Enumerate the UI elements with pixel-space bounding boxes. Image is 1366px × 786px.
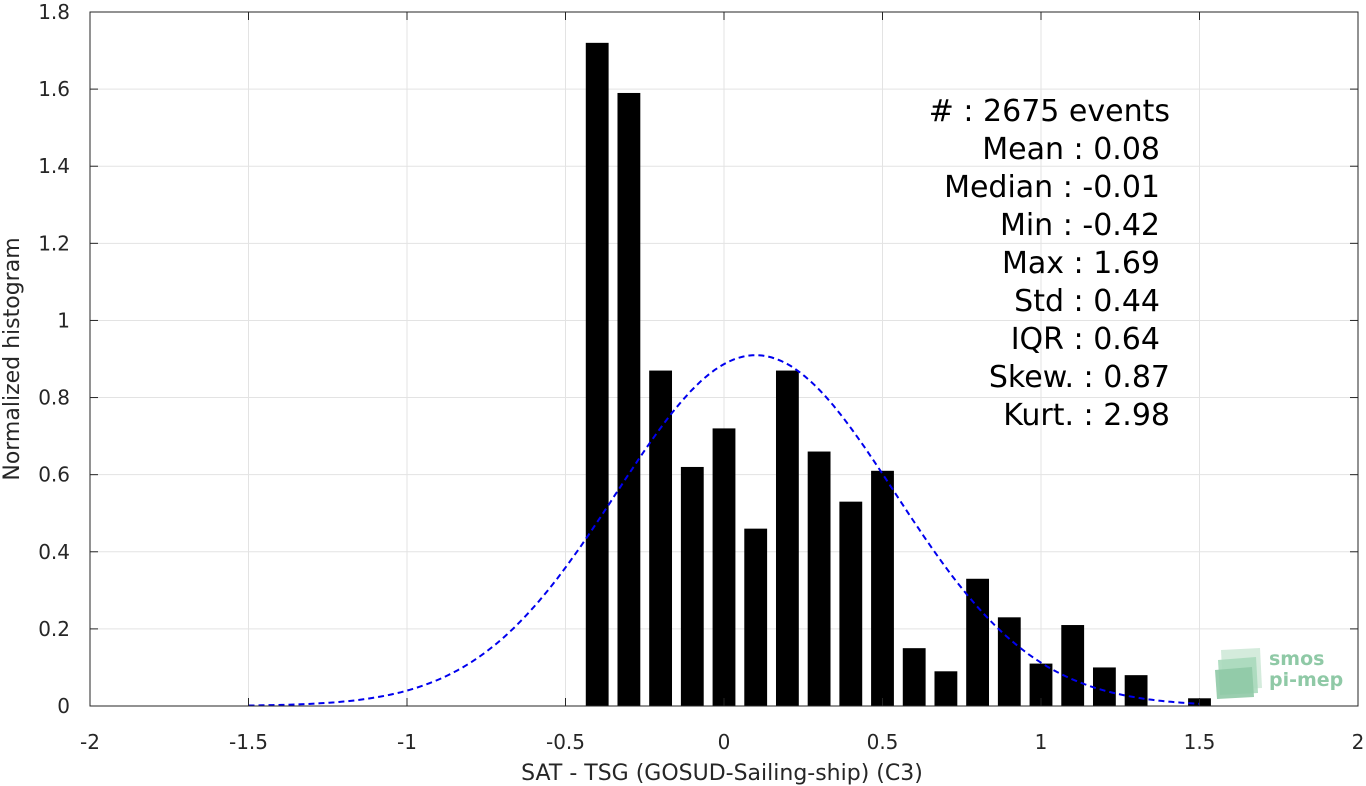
y-tick-label: 1 bbox=[57, 308, 70, 332]
x-tick-label: 0.5 bbox=[867, 730, 899, 754]
histogram-bar bbox=[680, 466, 704, 706]
histogram-bar bbox=[712, 428, 736, 706]
histogram-bars bbox=[585, 42, 1211, 707]
stat-line: IQR : 0.64 bbox=[1011, 322, 1160, 357]
y-tick-label: 1.2 bbox=[38, 231, 70, 255]
histogram-bar bbox=[1061, 625, 1085, 706]
logo-mark-icon bbox=[1215, 648, 1262, 699]
histogram-bar bbox=[1092, 667, 1116, 706]
gaussian-fit-curve bbox=[248, 354, 1200, 707]
stat-line: Std : 0.44 bbox=[1014, 284, 1160, 319]
stat-line: # : 2675 events bbox=[929, 94, 1170, 129]
histogram-bar bbox=[585, 42, 609, 707]
y-tick-label: 1.4 bbox=[38, 154, 70, 178]
x-tick-labels: -2 -1.5 -1 -0.5 0 0.5 1 1.5 2 bbox=[80, 730, 1364, 754]
logo-line2: pi-mep bbox=[1269, 669, 1343, 691]
x-tick-label: 1.5 bbox=[1184, 730, 1216, 754]
histogram-bar bbox=[902, 648, 926, 706]
x-tick-label: -1 bbox=[397, 730, 417, 754]
x-tick-label: -0.5 bbox=[546, 730, 585, 754]
y-tick-label: 1.8 bbox=[38, 0, 70, 24]
axis-ticks bbox=[89, 11, 1359, 707]
histogram-bar bbox=[1124, 675, 1148, 706]
stat-line: Median : -0.01 bbox=[944, 170, 1160, 205]
y-axis-label: Normalized histogram bbox=[0, 237, 25, 480]
y-tick-label: 0 bbox=[57, 694, 70, 718]
stat-line: Min : -0.42 bbox=[1000, 208, 1160, 243]
histogram-bar bbox=[966, 578, 990, 706]
stat-line: Mean : 0.08 bbox=[982, 132, 1160, 167]
x-tick-label: 1 bbox=[1035, 730, 1048, 754]
smos-pi-mep-logo: smos pi-mep bbox=[1215, 648, 1343, 699]
y-tick-label: 1.6 bbox=[38, 77, 70, 101]
histogram-bar bbox=[934, 671, 958, 706]
logo-line1: smos bbox=[1269, 648, 1324, 670]
histogram-bar bbox=[807, 451, 831, 706]
y-tick-label: 0.2 bbox=[38, 617, 70, 641]
y-tick-labels: 0 0.2 0.4 0.6 0.8 1 1.2 1.4 1.6 1.8 bbox=[38, 0, 70, 718]
y-tick-label: 0.6 bbox=[38, 463, 70, 487]
histogram-bar bbox=[744, 528, 768, 706]
histogram-bar bbox=[617, 92, 641, 706]
x-tick-label: 2 bbox=[1352, 730, 1365, 754]
histogram-bar bbox=[1029, 663, 1053, 706]
stat-line: Skew. : 0.87 bbox=[989, 360, 1170, 395]
histogram-bar bbox=[775, 370, 799, 706]
x-axis-label: SAT - TSG (GOSUD-Sailing-ship) (C3) bbox=[521, 761, 923, 786]
histogram-bar bbox=[997, 617, 1021, 706]
x-tick-label: -2 bbox=[80, 730, 100, 754]
y-tick-label: 0.8 bbox=[38, 386, 70, 410]
histogram-bar bbox=[649, 370, 673, 706]
x-tick-label: 0 bbox=[718, 730, 731, 754]
histogram-bar bbox=[839, 501, 863, 706]
histogram-bar bbox=[871, 470, 894, 706]
stat-line: Max : 1.69 bbox=[1002, 246, 1160, 281]
x-tick-label: -1.5 bbox=[229, 730, 268, 754]
stat-line: Kurt. : 2.98 bbox=[1003, 398, 1170, 433]
y-tick-label: 0.4 bbox=[38, 540, 70, 564]
